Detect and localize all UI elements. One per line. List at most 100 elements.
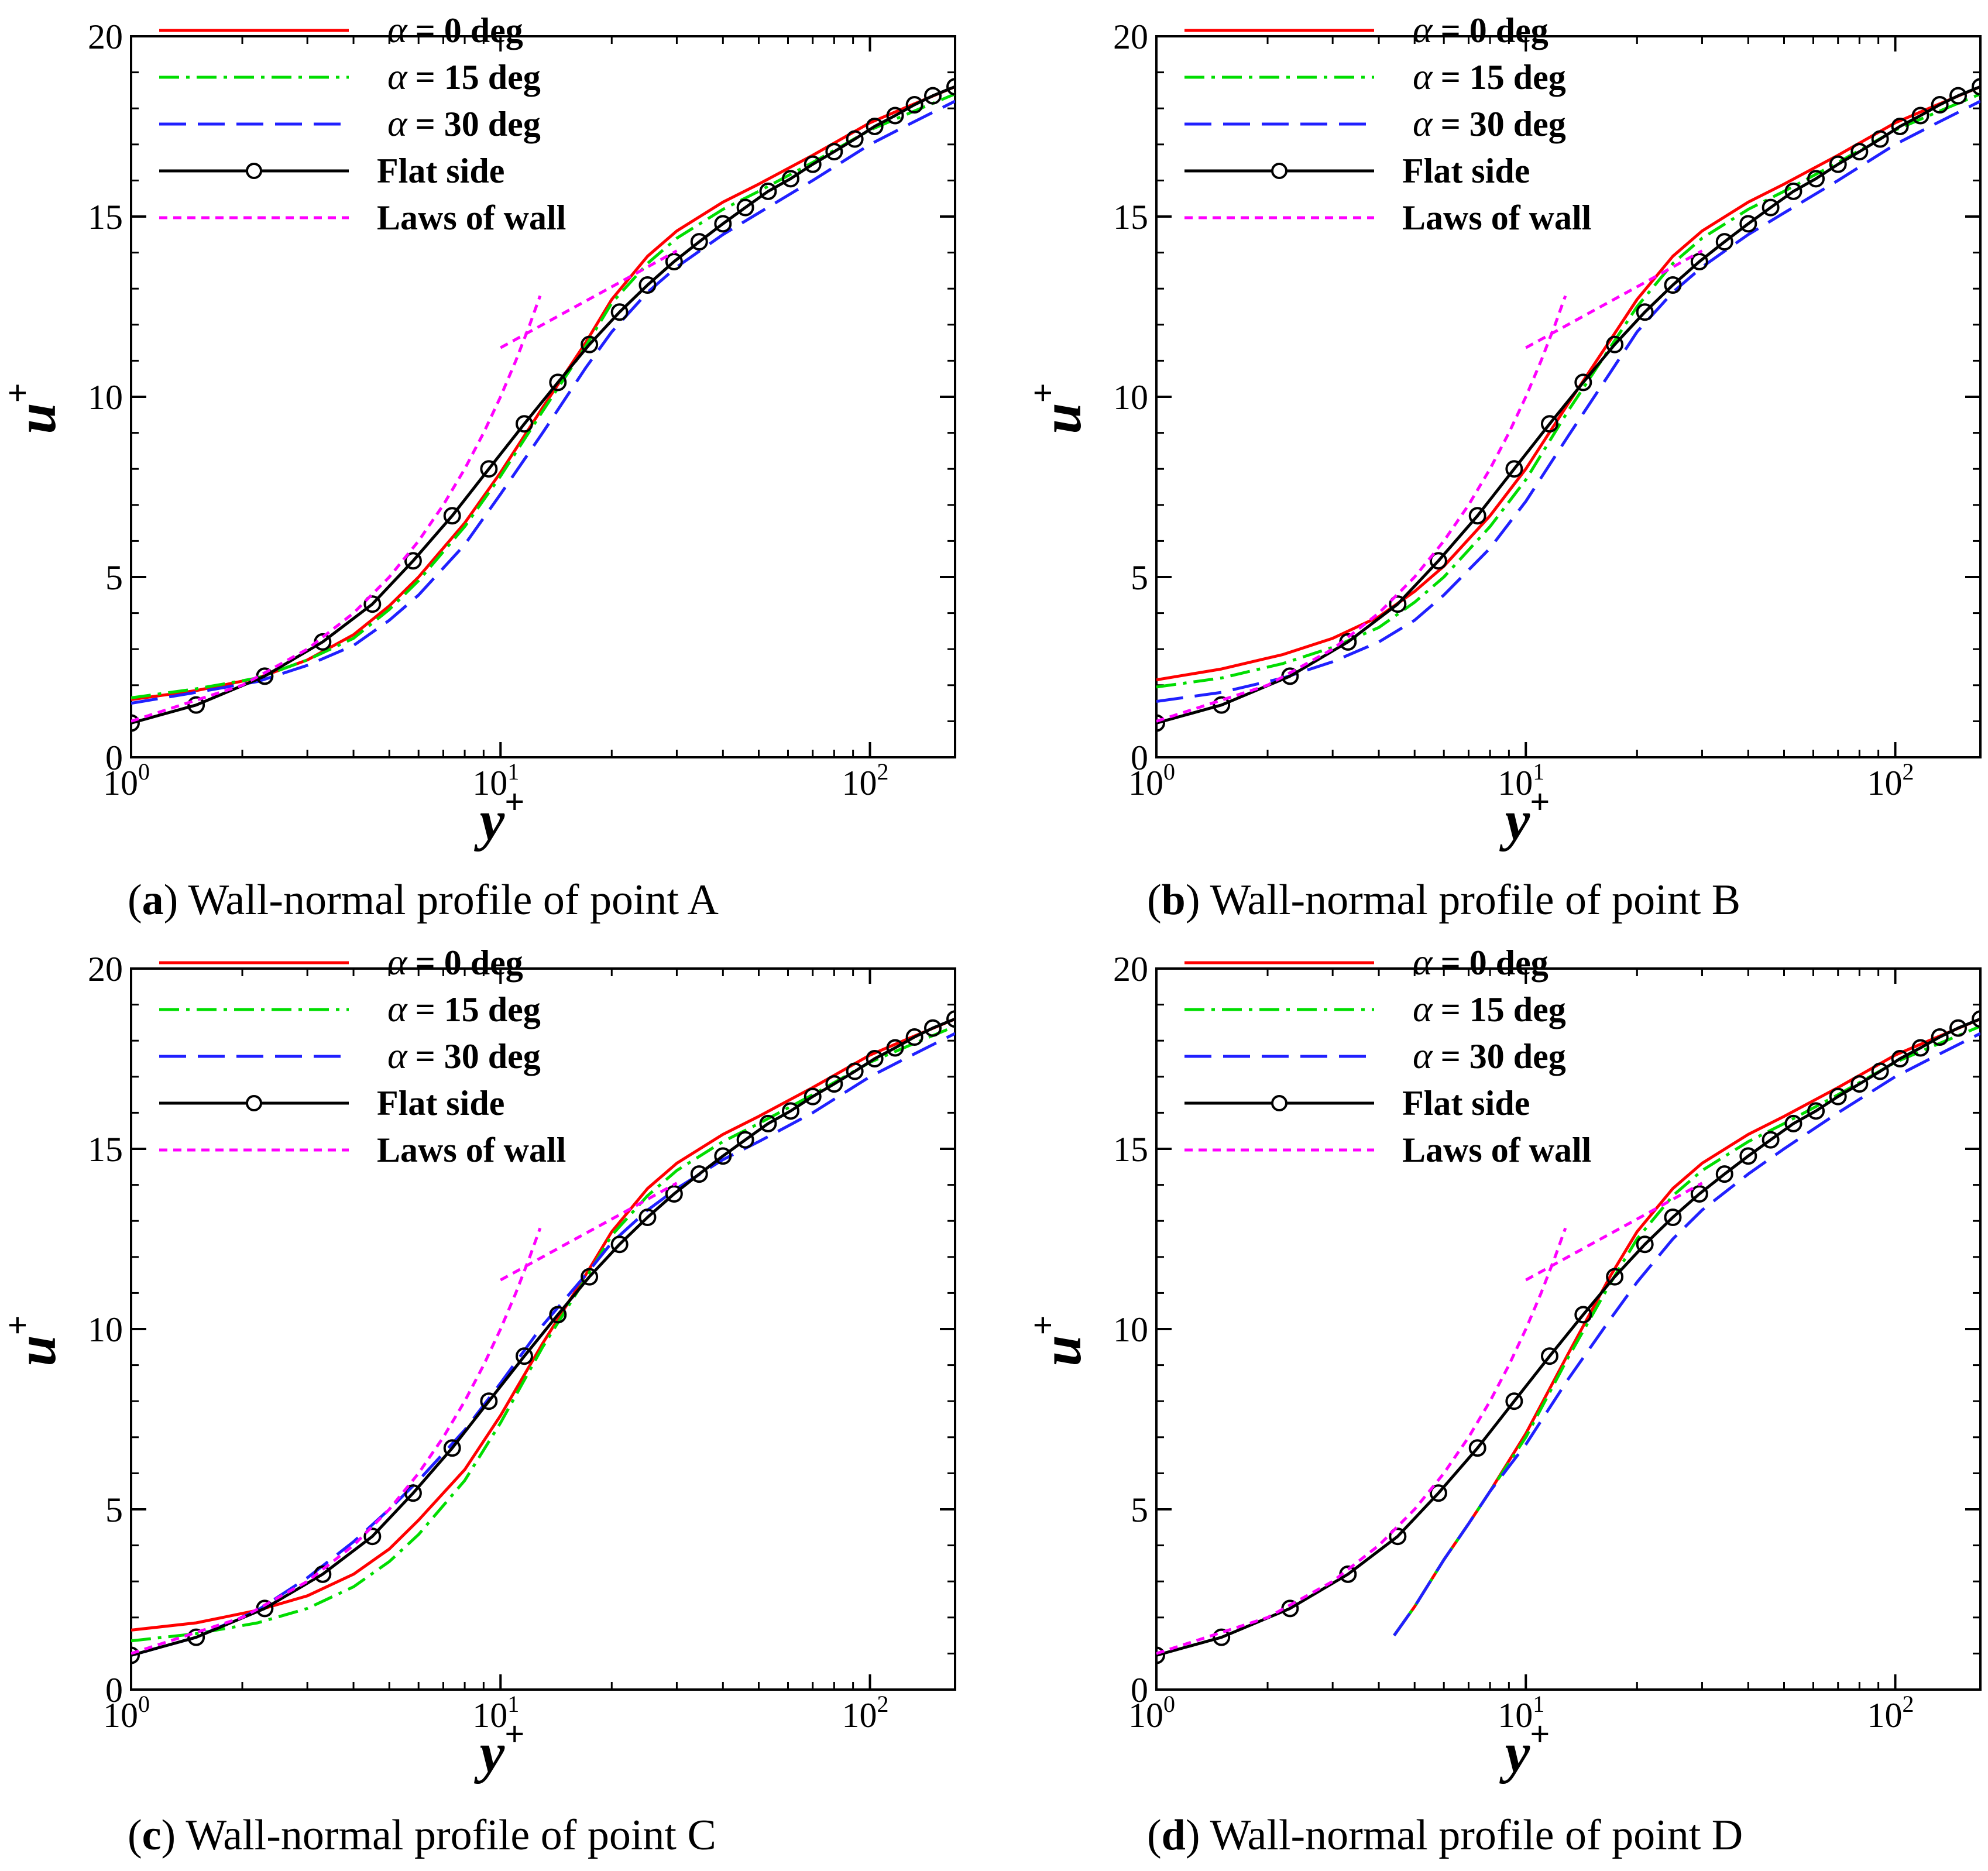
legend-label-text: Flat side [377, 1084, 504, 1122]
data-point-flat-side [1871, 130, 1889, 148]
data-point-flat-side [1931, 96, 1949, 114]
y-tick-label: 10 [88, 1310, 123, 1349]
data-point-flat-side [1931, 1028, 1949, 1046]
legend-label-text: = 30 deg [1441, 1037, 1566, 1076]
data-point-flat-side [1891, 118, 1909, 135]
data-point-flat-side [1664, 276, 1682, 294]
legend-alpha-symbol: α [387, 1035, 408, 1076]
data-point-flat-side [443, 1439, 461, 1457]
legend-label: α = 15 deg [1413, 988, 1566, 1029]
y-tick-label: 20 [1113, 18, 1148, 56]
data-point-flat-side [1156, 1646, 1165, 1664]
data-point-flat-side [1389, 1527, 1407, 1546]
y-tick-label: 10 [1113, 1310, 1148, 1349]
caption-letter: c [142, 1811, 162, 1859]
data-point-flat-side [480, 1392, 498, 1410]
legend-alpha-symbol: α [387, 988, 408, 1029]
data-point-flat-side [782, 1102, 800, 1120]
legend-label-text: Flat side [1402, 152, 1530, 190]
panel-caption: (d) Wall-normal profile of point D [1147, 1811, 1743, 1859]
legend-label-text: = 15 deg [1441, 990, 1566, 1029]
data-point-flat-side [1574, 1306, 1592, 1324]
legend-label-text: = 30 deg [416, 105, 541, 143]
legend-label: α = 0 deg [387, 9, 523, 50]
data-point-flat-side [1606, 335, 1624, 353]
data-point-flat-side [1574, 373, 1592, 392]
legend-label-text: = 0 deg [1441, 11, 1548, 50]
series-line-laws-of-wall [1156, 1227, 1567, 1655]
legend-label-text: = 15 deg [416, 58, 541, 97]
x-axis-superscript: + [1530, 782, 1550, 821]
data-point-flat-side [363, 595, 382, 613]
y-axis-title: u+ [1024, 383, 1093, 434]
data-point-flat-side [1850, 143, 1869, 161]
legend-label-text: = 0 deg [416, 11, 523, 50]
x-tick-exponent: 2 [1903, 758, 1914, 785]
legend-label: Laws of wall [1402, 198, 1591, 237]
series-line-flat-side [131, 1017, 955, 1657]
x-tick-label: 102 [842, 1691, 889, 1735]
x-axis-superscript: + [1530, 1715, 1550, 1753]
data-point-flat-side [924, 1019, 942, 1037]
legend-label-text: Laws of wall [1402, 1131, 1591, 1169]
x-tick-base: 10 [1867, 1696, 1903, 1735]
x-tick-exponent: 1 [1533, 1691, 1544, 1717]
data-point-flat-side [1429, 1484, 1447, 1502]
legend-label: Flat side [1402, 1084, 1530, 1122]
x-tick-label: 100 [103, 758, 150, 802]
data-point-flat-side [549, 1306, 567, 1324]
caption-close-paren: ) [164, 876, 188, 924]
data-point-flat-side [610, 1235, 629, 1254]
caption-text: Wall-normal profile of point A [188, 876, 719, 924]
legend-label-text: = 30 deg [416, 1037, 541, 1076]
x-tick-exponent: 2 [877, 1691, 889, 1717]
data-point-flat-side [1540, 1347, 1558, 1365]
data-point-flat-side [736, 198, 754, 217]
y-axis-symbol: u [1030, 1335, 1093, 1366]
y-axis-title: u+ [1024, 1315, 1093, 1367]
y-tick-label: 5 [1131, 558, 1148, 597]
x-tick-label: 101 [1498, 758, 1544, 802]
series-line-laws-of-wall-log-region [1525, 1182, 1703, 1282]
data-point-flat-side [363, 1527, 382, 1546]
data-point-flat-side [1911, 107, 1929, 125]
data-point-flat-side [1468, 507, 1486, 525]
x-tick-base: 10 [1498, 1696, 1533, 1735]
data-point-flat-side [665, 253, 683, 270]
x-tick-exponent: 2 [877, 758, 889, 785]
data-point-flat-side [846, 1062, 864, 1080]
x-tick-label: 101 [472, 758, 519, 802]
x-tick-base: 10 [472, 1696, 507, 1735]
data-point-flat-side [1715, 233, 1733, 251]
data-point-flat-side [1850, 1075, 1869, 1093]
legend-label: α = 30 deg [1413, 1035, 1566, 1076]
data-point-flat-side [1807, 1102, 1825, 1120]
series-line-15-deg [1156, 92, 1980, 689]
data-point-flat-side [886, 1039, 904, 1057]
series-line-laws-of-wall [1156, 295, 1567, 723]
panel-caption: (b) Wall-normal profile of point B [1147, 876, 1740, 924]
y-tick-label: 20 [1113, 950, 1148, 988]
x-tick-exponent: 1 [507, 1691, 519, 1717]
y-tick-label: 15 [88, 198, 123, 236]
legend-label: α = 30 deg [1413, 102, 1566, 144]
caption-open-paren: ( [128, 876, 142, 924]
caption-close-paren: ) [162, 1811, 186, 1859]
y-tick-label: 0 [1131, 739, 1148, 777]
data-point-flat-side [1636, 303, 1654, 321]
legend-label: α = 15 deg [387, 56, 541, 97]
data-point-flat-side [1636, 1235, 1654, 1254]
data-point-flat-side [1213, 1628, 1231, 1646]
y-tick-label: 5 [1131, 1491, 1148, 1529]
x-tick-base: 10 [1498, 764, 1533, 802]
data-point-flat-side [443, 507, 461, 525]
x-tick-base: 10 [472, 764, 507, 802]
y-tick-label: 0 [1131, 1671, 1148, 1709]
y-axis-title: u+ [0, 383, 67, 434]
